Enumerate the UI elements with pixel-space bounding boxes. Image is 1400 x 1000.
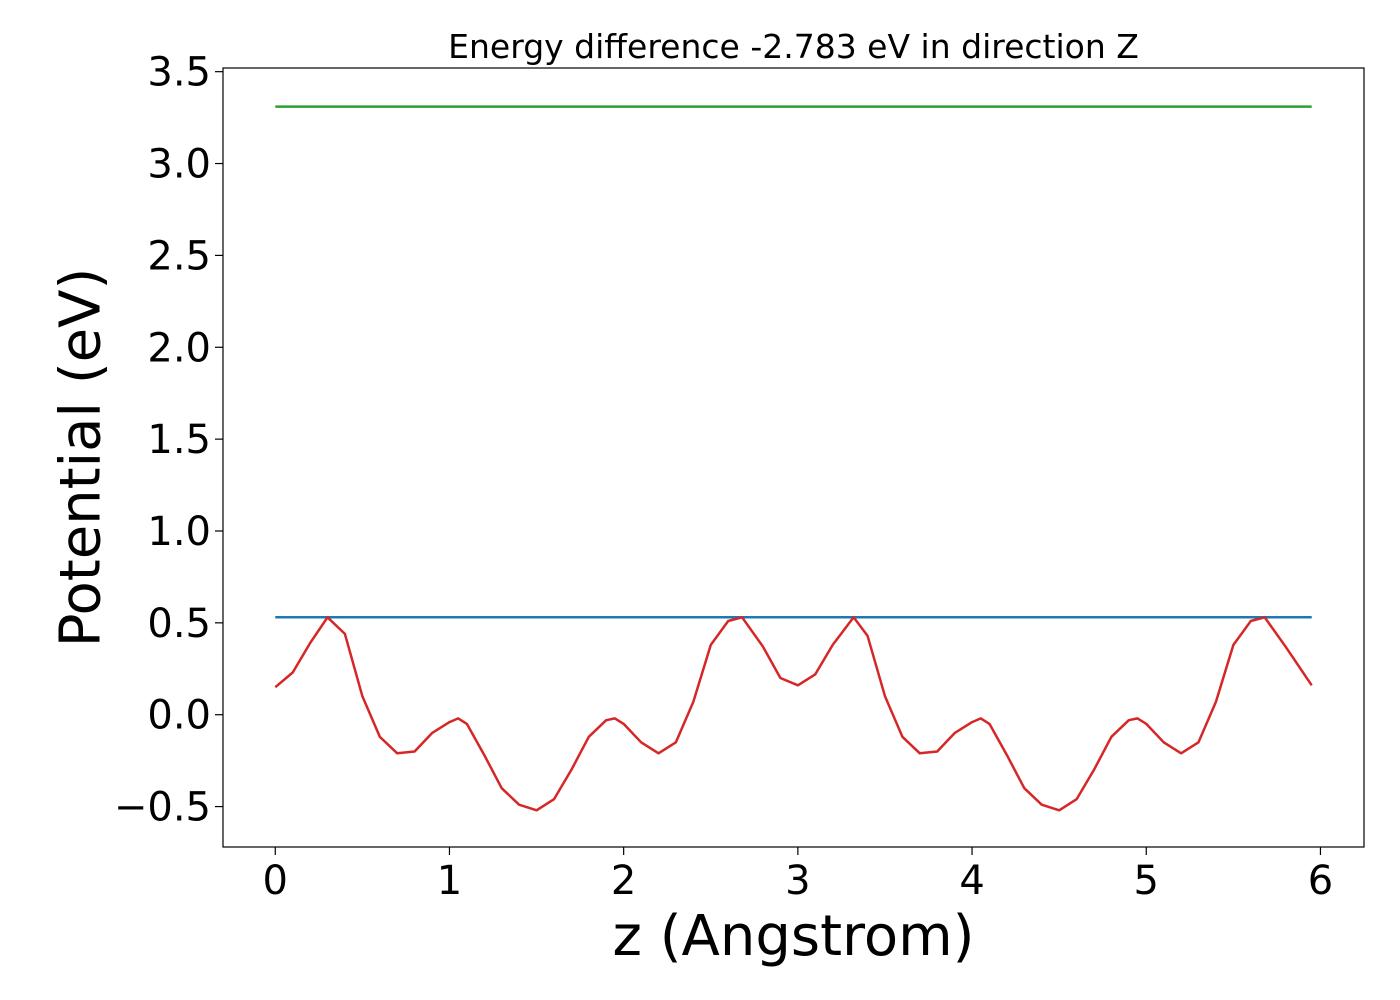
- y-tick-label: −0.5: [114, 785, 211, 831]
- y-tick-label: 0.5: [147, 601, 211, 647]
- y-axis-label: Potential (eV): [49, 268, 114, 648]
- x-tick-label: 3: [785, 858, 810, 904]
- y-tick-label: 2.5: [147, 233, 211, 279]
- x-axis-ticks: 0 1 2 3 4 5 6: [263, 847, 1333, 904]
- y-axis-ticks: −0.5 0.0 0.5 1.0 1.5 2.0 2.5 3.0 3.5: [114, 50, 223, 831]
- x-axis-label: z (Angstrom): [613, 904, 975, 969]
- y-tick-label: 2.0: [147, 325, 211, 371]
- x-tick-label: 4: [959, 858, 984, 904]
- x-tick-label: 2: [611, 858, 636, 904]
- x-tick-label: 6: [1308, 858, 1333, 904]
- y-tick-label: 0.0: [147, 693, 211, 739]
- y-tick-label: 1.5: [147, 417, 211, 463]
- chart-title: Energy difference -2.783 eV in direction…: [448, 27, 1139, 66]
- series-line-2: [274, 616, 1313, 812]
- y-tick-label: 1.0: [147, 509, 211, 555]
- x-tick-label: 5: [1134, 858, 1159, 904]
- x-tick-label: 1: [437, 858, 462, 904]
- x-tick-label: 0: [263, 858, 288, 904]
- y-tick-label: 3.5: [147, 50, 211, 96]
- y-tick-label: 3.0: [147, 142, 211, 188]
- plot-frame: [222, 67, 1365, 848]
- series-layer: [274, 105, 1313, 812]
